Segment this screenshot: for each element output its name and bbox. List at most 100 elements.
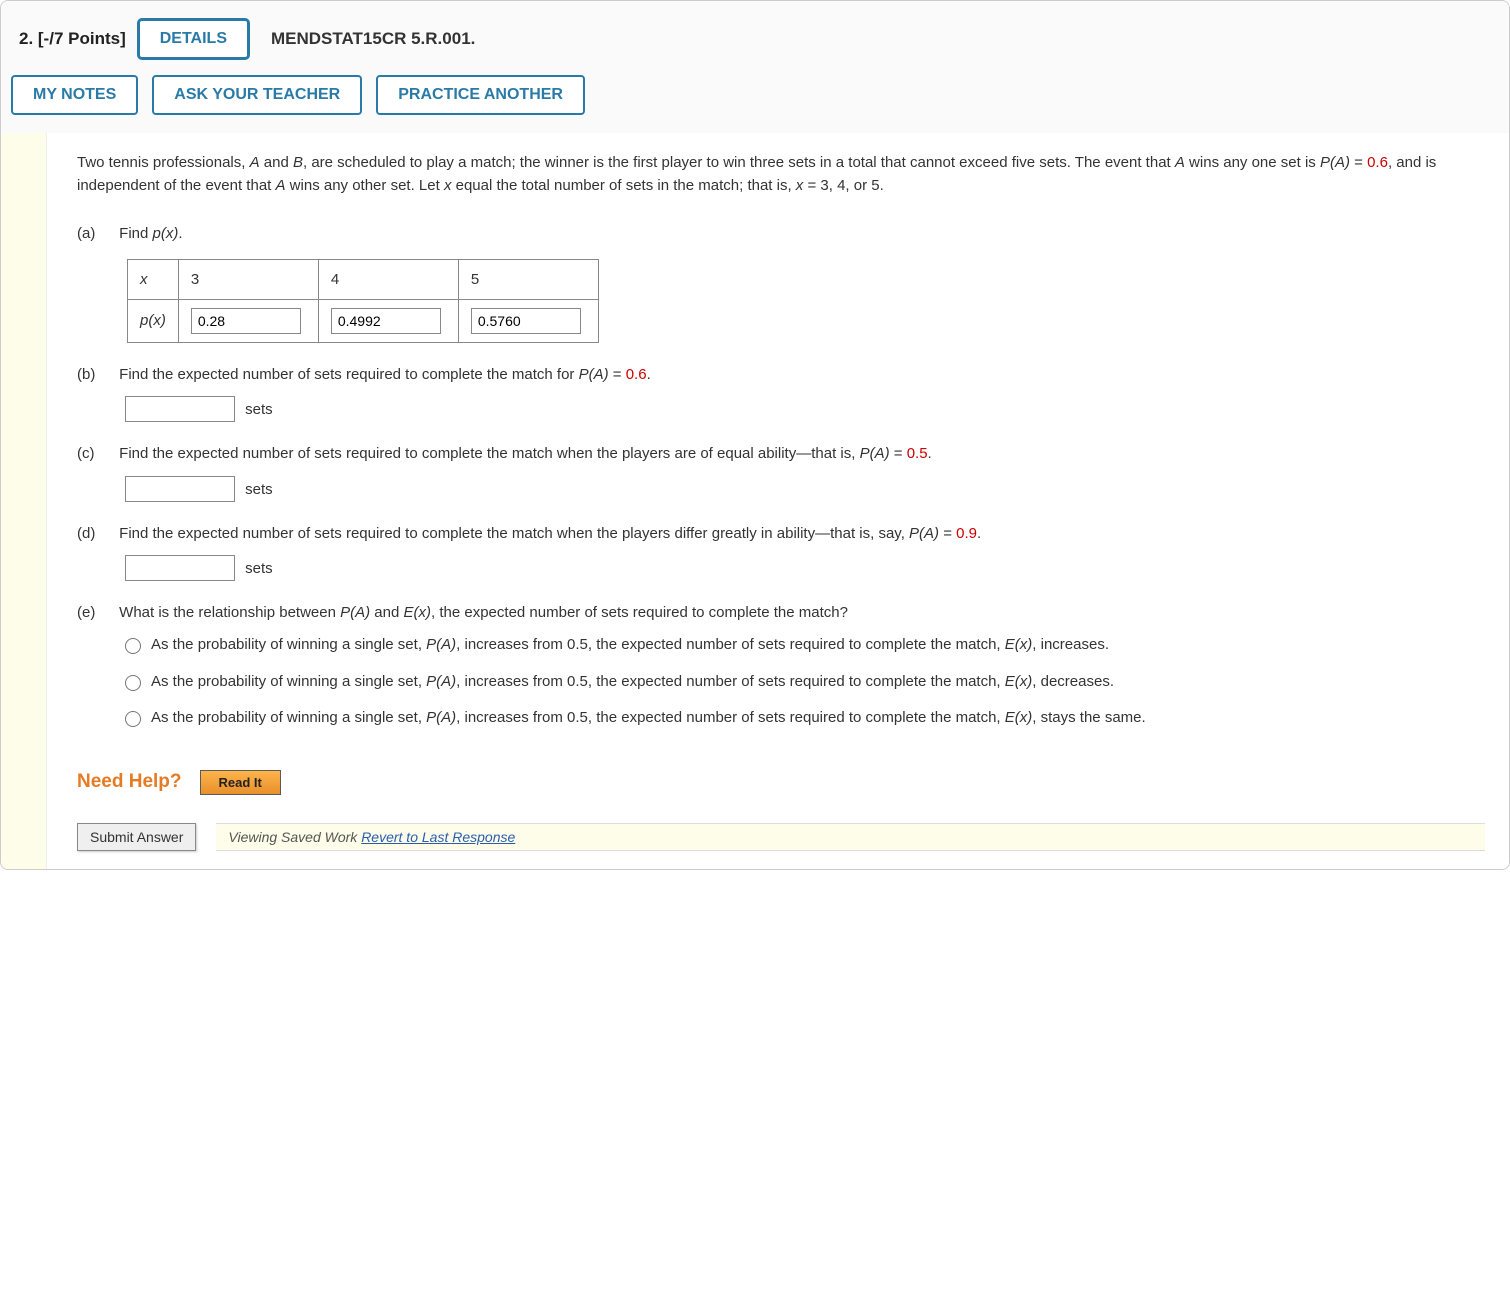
part-text: . [977, 525, 981, 542]
radio-3[interactable] [125, 711, 141, 727]
revert-link[interactable]: Revert to Last Response [361, 829, 515, 845]
part-e-body: What is the relationship between P(A) an… [119, 601, 1477, 624]
px-3-input[interactable] [191, 308, 301, 334]
part-d: (d) Find the expected number of sets req… [77, 522, 1485, 581]
var-pa: P(A) [426, 709, 456, 726]
opt-text: , increases from 0.5, the expected numbe… [456, 636, 1005, 653]
radio-option-1[interactable]: As the probability of winning a single s… [125, 634, 1485, 657]
part-text: What is the relationship between [119, 604, 340, 621]
row-header-x: x [128, 259, 179, 299]
table-row: p(x) [128, 300, 599, 343]
part-label: (c) [77, 442, 115, 465]
radio-option-3[interactable]: As the probability of winning a single s… [125, 707, 1485, 730]
part-c: (c) Find the expected number of sets req… [77, 442, 1485, 501]
action-buttons-row: MY NOTES ASK YOUR TEACHER PRACTICE ANOTH… [1, 69, 1509, 133]
answer-row-d: sets [125, 555, 1485, 581]
part-text: = [939, 525, 956, 542]
question-intro: Two tennis professionals, A and B, are s… [77, 151, 1485, 198]
saved-work-bar: Viewing Saved Work Revert to Last Respon… [216, 823, 1485, 851]
intro-text: wins any other set. Let [286, 177, 444, 194]
part-label: (a) [77, 222, 115, 245]
opt-text: , increases from 0.5, the expected numbe… [456, 673, 1005, 690]
opt-text: As the probability of winning a single s… [151, 673, 426, 690]
part-b: (b) Find the expected number of sets req… [77, 363, 1485, 422]
part-c-body: Find the expected number of sets require… [119, 442, 1477, 465]
opt-text: As the probability of winning a single s… [151, 709, 426, 726]
radio-2[interactable] [125, 675, 141, 691]
footer-row: Submit Answer Viewing Saved Work Revert … [77, 823, 1485, 851]
part-text: . [178, 225, 182, 242]
table-cell [178, 300, 318, 343]
var-pa: P(A) [1320, 154, 1350, 171]
ask-teacher-button[interactable]: ASK YOUR TEACHER [152, 75, 362, 115]
table-cell: 5 [458, 259, 598, 299]
opt-text: , decreases. [1032, 673, 1114, 690]
pa-value: 0.6 [1367, 154, 1388, 171]
var-b: B [293, 154, 303, 171]
details-button[interactable]: DETAILS [138, 19, 249, 59]
table-cell [318, 300, 458, 343]
var-ex: E(x) [1005, 636, 1033, 653]
var-ex: E(x) [1005, 673, 1033, 690]
pa-value: 0.6 [626, 366, 647, 383]
read-it-button[interactable]: Read It [200, 770, 281, 795]
question-content: Two tennis professionals, A and B, are s… [47, 133, 1509, 869]
part-text: = [609, 366, 626, 383]
var-pa: P(A) [860, 445, 890, 462]
intro-text: = [1350, 154, 1367, 171]
part-text: = [890, 445, 907, 462]
table-cell: 4 [318, 259, 458, 299]
part-c-input[interactable] [125, 476, 235, 502]
intro-text: wins any one set is [1185, 154, 1320, 171]
answer-row-b: sets [125, 396, 1485, 422]
part-text: . [928, 445, 932, 462]
table-cell [458, 300, 598, 343]
var-ex: E(x) [404, 604, 432, 621]
radio-option-2[interactable]: As the probability of winning a single s… [125, 671, 1485, 694]
practice-another-button[interactable]: PRACTICE ANOTHER [376, 75, 585, 115]
part-d-input[interactable] [125, 555, 235, 581]
part-a: (a) Find p(x). x 3 4 5 p(x) [77, 222, 1485, 344]
radio-label: As the probability of winning a single s… [151, 707, 1146, 730]
part-label: (b) [77, 363, 115, 386]
answer-row-c: sets [125, 476, 1485, 502]
px-5-input[interactable] [471, 308, 581, 334]
var-a: A [1175, 154, 1185, 171]
opt-text: , increases from 0.5, the expected numbe… [456, 709, 1005, 726]
left-margin [1, 133, 47, 869]
px-4-input[interactable] [331, 308, 441, 334]
part-b-body: Find the expected number of sets require… [119, 363, 1477, 386]
table-cell: 3 [178, 259, 318, 299]
part-d-body: Find the expected number of sets require… [119, 522, 1477, 545]
saved-work-text: Viewing Saved Work [228, 829, 361, 845]
unit-label: sets [245, 560, 273, 577]
intro-text: Two tennis professionals, [77, 154, 250, 171]
part-b-input[interactable] [125, 396, 235, 422]
part-text: and [370, 604, 403, 621]
radio-options: As the probability of winning a single s… [125, 634, 1485, 730]
part-e: (e) What is the relationship between P(A… [77, 601, 1485, 730]
var-a: A [250, 154, 260, 171]
probability-table: x 3 4 5 p(x) [127, 259, 599, 343]
pa-value: 0.9 [956, 525, 977, 542]
part-text: Find [119, 225, 152, 242]
var-pa: P(A) [426, 636, 456, 653]
part-label: (e) [77, 601, 115, 624]
question-container: 2. [-/7 Points] DETAILS MENDSTAT15CR 5.R… [0, 0, 1510, 870]
submit-answer-button[interactable]: Submit Answer [77, 823, 196, 851]
pa-value: 0.5 [907, 445, 928, 462]
var-pa: P(A) [909, 525, 939, 542]
radio-1[interactable] [125, 638, 141, 654]
var-pa: P(A) [426, 673, 456, 690]
opt-text: As the probability of winning a single s… [151, 636, 426, 653]
table-row: x 3 4 5 [128, 259, 599, 299]
part-text: Find the expected number of sets require… [119, 366, 578, 383]
var-a: A [276, 177, 286, 194]
intro-text: and [260, 154, 293, 171]
var-ex: E(x) [1005, 709, 1033, 726]
opt-text: , stays the same. [1032, 709, 1145, 726]
radio-label: As the probability of winning a single s… [151, 671, 1114, 694]
part-text: , the expected number of sets required t… [431, 604, 848, 621]
my-notes-button[interactable]: MY NOTES [11, 75, 138, 115]
var-pa: P(A) [579, 366, 609, 383]
